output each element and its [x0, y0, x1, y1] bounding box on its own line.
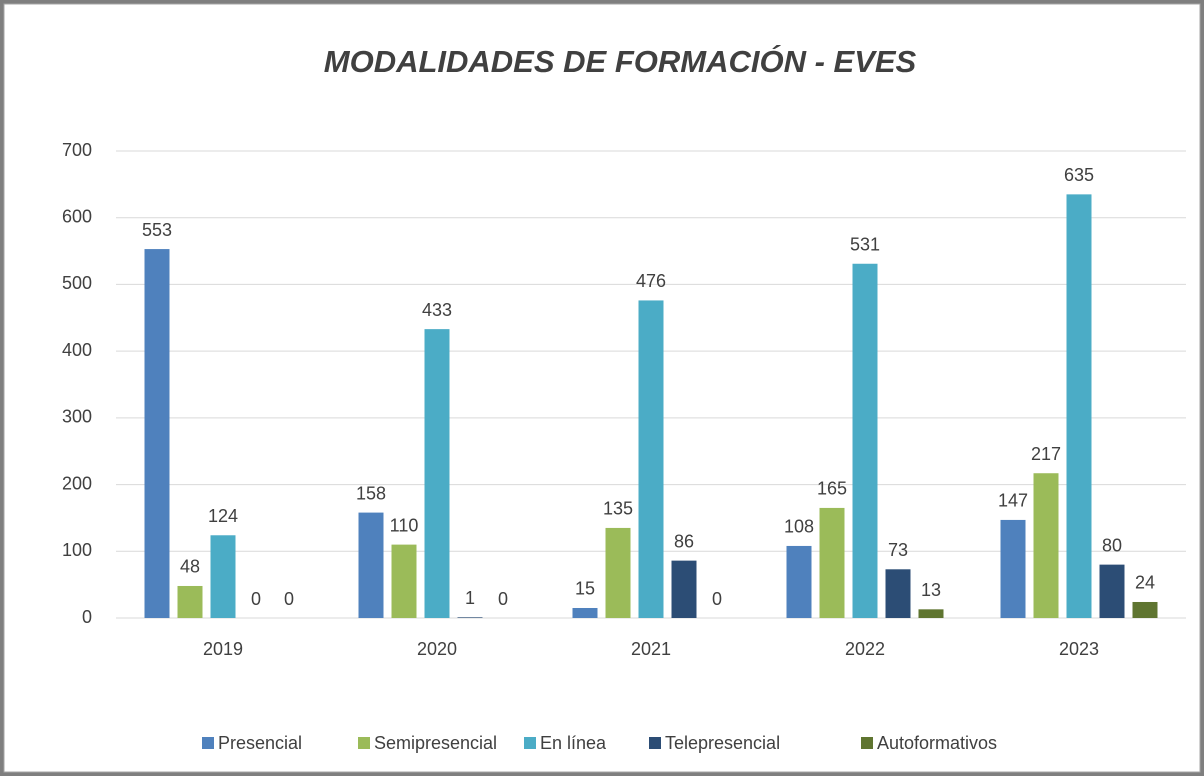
legend-swatch [649, 737, 661, 749]
data-label: 553 [142, 220, 172, 240]
bar [918, 609, 944, 618]
bar [457, 617, 483, 618]
data-label: 147 [998, 491, 1028, 511]
legend-swatch [202, 737, 214, 749]
y-tick-label: 300 [62, 407, 92, 427]
data-label: 531 [850, 234, 880, 254]
bar [391, 544, 417, 618]
data-label: 108 [784, 517, 814, 537]
bar [605, 527, 631, 618]
legend-swatch [358, 737, 370, 749]
data-label: 24 [1135, 573, 1155, 593]
data-label: 0 [284, 589, 294, 609]
bar [424, 329, 450, 618]
bar [144, 249, 170, 618]
data-label: 476 [636, 271, 666, 291]
data-label: 433 [422, 300, 452, 320]
bar [885, 569, 911, 618]
bar [210, 535, 236, 618]
legend-label: Telepresencial [665, 733, 780, 753]
y-tick-label: 200 [62, 473, 92, 493]
bar [852, 263, 878, 618]
bar [1099, 564, 1125, 618]
bar [638, 300, 664, 618]
data-label: 0 [251, 589, 261, 609]
y-tick-label: 0 [82, 607, 92, 627]
bar [572, 607, 598, 618]
y-tick-label: 100 [62, 540, 92, 560]
bar [1132, 601, 1158, 618]
bar [819, 507, 845, 618]
bar [1000, 519, 1026, 618]
data-label: 124 [208, 506, 238, 526]
y-tick-label: 500 [62, 273, 92, 293]
legend-label: Presencial [218, 733, 302, 753]
x-tick-label: 2019 [203, 639, 243, 659]
data-label: 165 [817, 479, 847, 499]
bar [786, 545, 812, 618]
x-tick-label: 2021 [631, 639, 671, 659]
data-label: 217 [1031, 444, 1061, 464]
data-label: 0 [498, 589, 508, 609]
x-tick-label: 2022 [845, 639, 885, 659]
chart-title: MODALIDADES DE FORMACIÓN - EVES [324, 44, 917, 79]
data-label: 86 [674, 531, 694, 551]
data-label: 110 [390, 515, 419, 535]
x-tick-label: 2020 [417, 639, 457, 659]
data-label: 13 [921, 580, 941, 600]
chart-area [3, 3, 1201, 773]
data-label: 15 [575, 579, 595, 599]
bar [671, 560, 697, 618]
bar [177, 585, 203, 618]
legend-swatch [524, 737, 536, 749]
legend-label: En línea [540, 733, 607, 753]
bar [358, 512, 384, 618]
data-label: 73 [888, 540, 908, 560]
data-label: 158 [356, 483, 386, 503]
data-label: 1 [465, 588, 475, 608]
y-tick-label: 400 [62, 340, 92, 360]
data-label: 635 [1064, 165, 1094, 185]
y-tick-label: 700 [62, 140, 92, 160]
bar [1066, 194, 1092, 618]
data-label: 80 [1102, 535, 1122, 555]
bar [1033, 473, 1059, 618]
data-label: 135 [603, 499, 633, 519]
x-tick-label: 2023 [1059, 639, 1099, 659]
legend-label: Autoformativos [877, 733, 997, 753]
legend-swatch [861, 737, 873, 749]
legend-label: Semipresencial [374, 733, 497, 753]
y-tick-label: 600 [62, 206, 92, 226]
data-label: 0 [712, 589, 722, 609]
data-label: 48 [180, 557, 200, 577]
